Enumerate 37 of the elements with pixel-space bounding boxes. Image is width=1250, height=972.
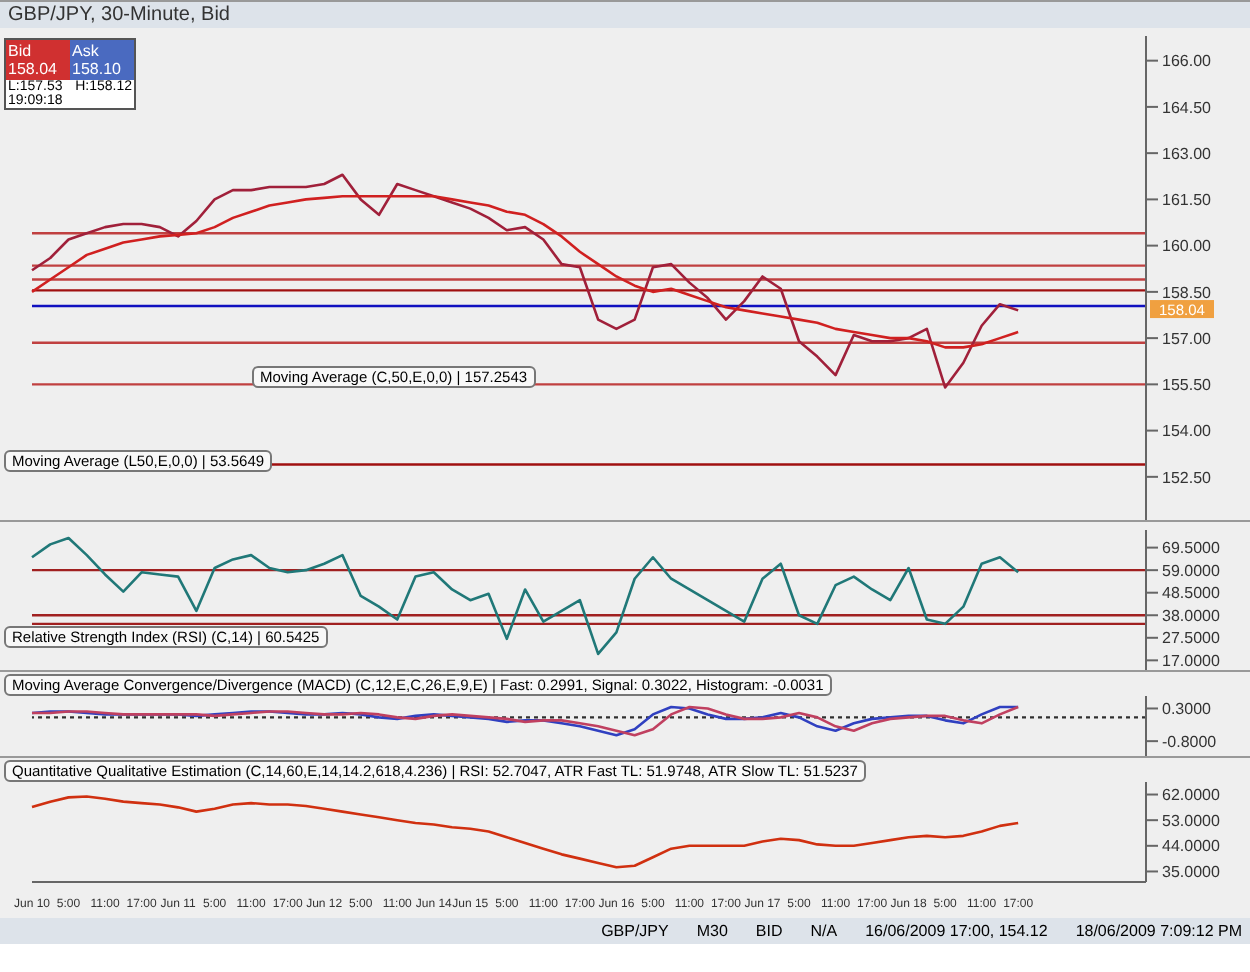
text: N/A xyxy=(810,920,838,942)
y-tick-label: 17.0000 xyxy=(1162,652,1221,671)
annotation: Ask xyxy=(72,42,101,60)
text: GBP/JPY xyxy=(601,920,669,942)
line-series xyxy=(30,195,1020,349)
chart-title: GBP/JPY, 30-Minute, Bid xyxy=(0,2,1250,28)
y-tick-label: 161.50 xyxy=(1162,191,1213,210)
y-tick-label: 163.00 xyxy=(1162,144,1213,163)
text: Bid xyxy=(8,42,32,60)
annotation: 158.04 xyxy=(8,60,59,78)
y-tick-label: 164.50 xyxy=(1162,98,1213,117)
y-tick-label: 27.5000 xyxy=(1162,629,1221,648)
y-tick-label: 166.00 xyxy=(1162,52,1213,71)
line-series xyxy=(30,173,1020,389)
y-tick-label: 62.0000 xyxy=(1162,786,1221,805)
annotation: 158.10 xyxy=(72,60,123,78)
y-tick-label: 48.5000 xyxy=(1162,584,1221,603)
text: 16/06/2009 17:00, 154.12 xyxy=(865,920,1048,942)
y-tick-label: 152.50 xyxy=(1162,468,1213,487)
y-tick-label: 44.0000 xyxy=(1162,837,1221,856)
text: 18/06/2009 7:09:12 PM xyxy=(1075,920,1242,942)
y-tick-label: 35.0000 xyxy=(1162,863,1221,882)
y-tick-label: 155.50 xyxy=(1162,376,1213,395)
y-tick-label: 0.3000 xyxy=(1162,700,1213,719)
y-tick-label: 69.5000 xyxy=(1162,539,1221,558)
y-tick-label: 158.50 xyxy=(1162,283,1213,302)
line-series xyxy=(30,705,1020,737)
text: BID xyxy=(755,920,783,942)
y-tick-label: -0.8000 xyxy=(1162,732,1218,751)
y-tick-label: 154.00 xyxy=(1162,422,1213,441)
y-tick-label: 160.00 xyxy=(1162,237,1213,256)
text: M30 xyxy=(696,920,728,942)
y-tick-label: 157.00 xyxy=(1162,329,1213,348)
line-series xyxy=(30,795,1020,869)
y-tick-label: 59.0000 xyxy=(1162,561,1221,580)
y-tick-label: 38.0000 xyxy=(1162,606,1221,625)
y-tick-label: 53.0000 xyxy=(1162,811,1221,830)
